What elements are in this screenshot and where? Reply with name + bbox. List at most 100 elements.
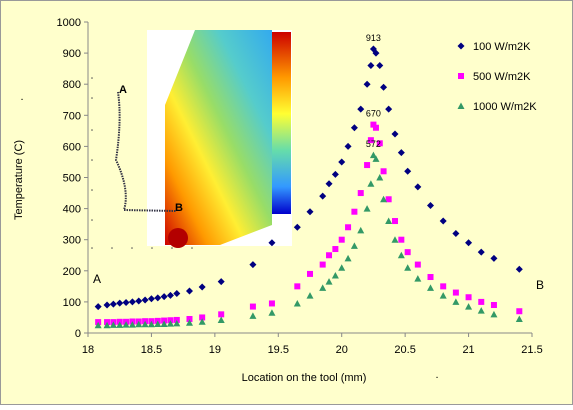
annotation: A [119, 84, 127, 96]
x-tick-label: 21.5 [521, 344, 542, 356]
point [109, 321, 117, 328]
point [325, 278, 333, 285]
inset-colorbar [272, 32, 291, 214]
dot [91, 129, 93, 131]
legend-label: 500 W/m2K [473, 71, 531, 83]
point [185, 319, 193, 326]
point [319, 192, 327, 200]
point [414, 183, 422, 191]
point [351, 208, 358, 215]
point [141, 296, 149, 304]
point [404, 264, 412, 271]
legend-marker [457, 102, 465, 109]
point [391, 218, 398, 225]
legend-marker [457, 42, 465, 50]
point [128, 321, 136, 328]
point [364, 162, 371, 169]
point [477, 307, 485, 314]
point [186, 316, 193, 323]
point [391, 236, 399, 243]
x-tick-label: 20.5 [394, 344, 415, 356]
point [397, 251, 405, 259]
point [268, 309, 276, 316]
y-tick-label: 0 [75, 328, 81, 340]
point [268, 300, 275, 307]
profile-curve [114, 91, 177, 212]
point [515, 315, 523, 323]
point [490, 254, 498, 262]
y-axis-label: Temperature (C) [13, 140, 25, 220]
point [391, 130, 399, 138]
point [427, 274, 434, 281]
point [363, 205, 371, 212]
dot [151, 247, 153, 249]
legend-label: 100 W/m2K [473, 41, 531, 53]
annotation: . [20, 91, 23, 103]
point [357, 105, 365, 113]
point [116, 321, 124, 328]
point [166, 320, 174, 327]
point [326, 252, 333, 259]
dot [111, 247, 113, 249]
point [477, 248, 485, 256]
point [398, 236, 405, 243]
dot [91, 247, 93, 249]
point [490, 310, 498, 318]
inset-contour [147, 30, 292, 248]
point [357, 226, 365, 234]
point [217, 278, 225, 286]
point [94, 303, 102, 311]
point [218, 311, 225, 318]
point [376, 62, 384, 70]
point [173, 290, 181, 298]
x-tick-label: 19 [209, 344, 221, 356]
point [397, 149, 405, 157]
point [199, 314, 206, 321]
point [465, 303, 473, 310]
point [427, 284, 435, 291]
point [452, 289, 459, 296]
point [103, 321, 111, 329]
legend-label: 1000 W/m2K [473, 101, 537, 113]
point [94, 321, 102, 329]
inset-hotspot [168, 228, 188, 248]
point [135, 297, 143, 305]
y-tick-label: 500 [63, 173, 81, 185]
point [372, 49, 380, 57]
point [376, 174, 384, 181]
point [385, 217, 393, 225]
point [185, 287, 193, 295]
point [331, 271, 339, 279]
point [380, 168, 387, 175]
point [439, 217, 447, 225]
point [122, 321, 130, 328]
point [268, 239, 276, 247]
point [147, 320, 155, 328]
y-tick-label: 100 [63, 297, 81, 309]
annotation: . [435, 369, 438, 381]
point [154, 320, 162, 327]
point [122, 299, 130, 307]
point [293, 223, 301, 231]
point [331, 170, 339, 178]
x-tick-label: 19.5 [268, 344, 289, 356]
x-tick-label: 18 [82, 344, 94, 356]
point [135, 320, 143, 328]
point [414, 275, 422, 282]
inset-dots [91, 77, 193, 249]
dot [171, 247, 173, 249]
point [385, 196, 392, 203]
point [338, 236, 345, 243]
inset-field [165, 30, 272, 245]
point [338, 158, 346, 166]
point [319, 284, 327, 291]
point [198, 283, 206, 291]
point [372, 124, 379, 131]
point [294, 283, 301, 290]
point [427, 201, 435, 209]
point [306, 208, 314, 216]
dot [131, 247, 133, 249]
point [452, 229, 460, 237]
point [490, 302, 497, 309]
